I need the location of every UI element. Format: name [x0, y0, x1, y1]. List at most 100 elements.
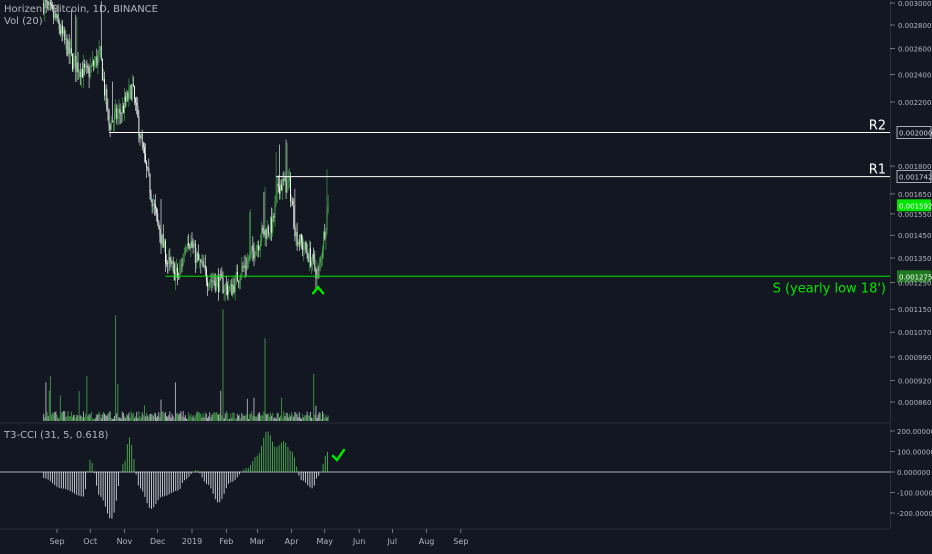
- candle-body: [191, 241, 193, 247]
- candle-body: [176, 267, 177, 272]
- candle-body: [120, 113, 122, 114]
- volume-bar: [145, 416, 146, 421]
- candle-body: [245, 267, 247, 269]
- volume-bar: [63, 411, 65, 421]
- candle-body: [220, 274, 222, 276]
- volume-bar: [74, 415, 76, 421]
- candle-body: [99, 46, 101, 51]
- volume-bar: [263, 411, 265, 421]
- candle-body: [96, 56, 98, 66]
- volume-bar: [243, 415, 245, 421]
- volume-bar: [324, 417, 326, 421]
- candle-body: [142, 142, 144, 148]
- candle-body: [46, 1, 48, 2]
- candle-body: [298, 241, 300, 245]
- symbol-title[interactable]: Horizen / Bitcoin, 1D, BINANCE: [4, 4, 158, 15]
- volume-bar: [304, 415, 306, 421]
- volume-bar: [53, 413, 55, 421]
- volume-bar: [319, 412, 321, 421]
- volume-bar: [216, 413, 218, 421]
- candle-body: [317, 269, 319, 271]
- candle-body: [86, 66, 88, 67]
- candle-body: [118, 108, 120, 114]
- candle-body: [130, 85, 132, 100]
- volume-bar: [77, 415, 79, 421]
- chart-header: Horizen / Bitcoin, 1D, BINANCE Vol (20): [4, 4, 158, 28]
- volume-bar: [314, 414, 316, 421]
- volume-bar: [210, 417, 212, 421]
- volume-bar: [54, 412, 56, 421]
- volume-bar: [307, 415, 309, 421]
- candle-body: [216, 277, 218, 279]
- volume-bar: [136, 411, 138, 421]
- candle-body: [232, 285, 234, 296]
- candle-body: [59, 29, 61, 34]
- candle-body: [283, 179, 285, 182]
- candle-body: [163, 240, 165, 248]
- candle-body: [109, 124, 111, 130]
- volume-bar: [84, 416, 86, 421]
- volume-bar: [239, 414, 241, 421]
- volume-bar: [106, 416, 108, 421]
- volume-bar: [94, 418, 96, 421]
- volume-bar: [112, 418, 114, 421]
- volume-bar: [204, 412, 206, 421]
- volume-bar: [169, 411, 171, 421]
- candle-body: [146, 161, 148, 168]
- volume-indicator-label[interactable]: Vol (20): [4, 16, 43, 27]
- candle-body: [73, 57, 75, 70]
- volume-bar: [274, 417, 276, 421]
- candle-body: [211, 280, 213, 282]
- candle-body: [116, 108, 118, 119]
- volume-bar: [128, 412, 130, 421]
- candle-body: [151, 199, 153, 207]
- volume-bar: [138, 411, 140, 421]
- candle-body: [260, 241, 262, 247]
- volume-bar: [264, 338, 266, 421]
- candle-body: [205, 268, 207, 282]
- candle-body: [267, 226, 269, 234]
- volume-bar: [282, 417, 284, 421]
- candle-body: [207, 281, 208, 287]
- candle-body: [56, 14, 58, 19]
- volume-bar: [137, 418, 139, 421]
- candle-body: [201, 261, 203, 263]
- candle-body: [177, 267, 179, 277]
- price-tick-label: 0.001070: [898, 329, 931, 337]
- candle-body: [114, 112, 115, 122]
- price-tick-label: 0.000920: [898, 377, 931, 385]
- volume-bar: [270, 412, 271, 421]
- volume-bar: [260, 415, 262, 421]
- volume-bar: [80, 415, 82, 421]
- volume-bar: [208, 416, 210, 421]
- volume-bar: [256, 415, 258, 421]
- candle-body: [63, 30, 65, 34]
- candle-body: [238, 281, 239, 283]
- candle-body: [182, 254, 184, 266]
- candle-body: [192, 246, 194, 248]
- candle-body: [161, 234, 163, 245]
- candle-body: [199, 259, 201, 261]
- candle-body: [122, 105, 124, 113]
- volume-bar: [139, 416, 141, 421]
- volume-bar: [96, 414, 98, 421]
- candle-body: [125, 96, 127, 102]
- candle-body: [273, 216, 275, 218]
- candle-body: [112, 121, 114, 123]
- candle-body: [259, 246, 260, 251]
- candle-body: [172, 261, 174, 265]
- candle-body: [52, 5, 54, 9]
- candle-body: [132, 84, 134, 86]
- volume-bar: [86, 375, 88, 421]
- volume-bar: [177, 412, 179, 421]
- volume-bar: [109, 411, 111, 421]
- volume-bar: [150, 413, 152, 421]
- volume-bar: [247, 418, 249, 421]
- candle-body: [74, 55, 76, 58]
- volume-bar: [146, 412, 148, 421]
- volume-bar: [178, 414, 180, 421]
- candle-body: [48, 2, 50, 6]
- volume-bar: [236, 413, 238, 421]
